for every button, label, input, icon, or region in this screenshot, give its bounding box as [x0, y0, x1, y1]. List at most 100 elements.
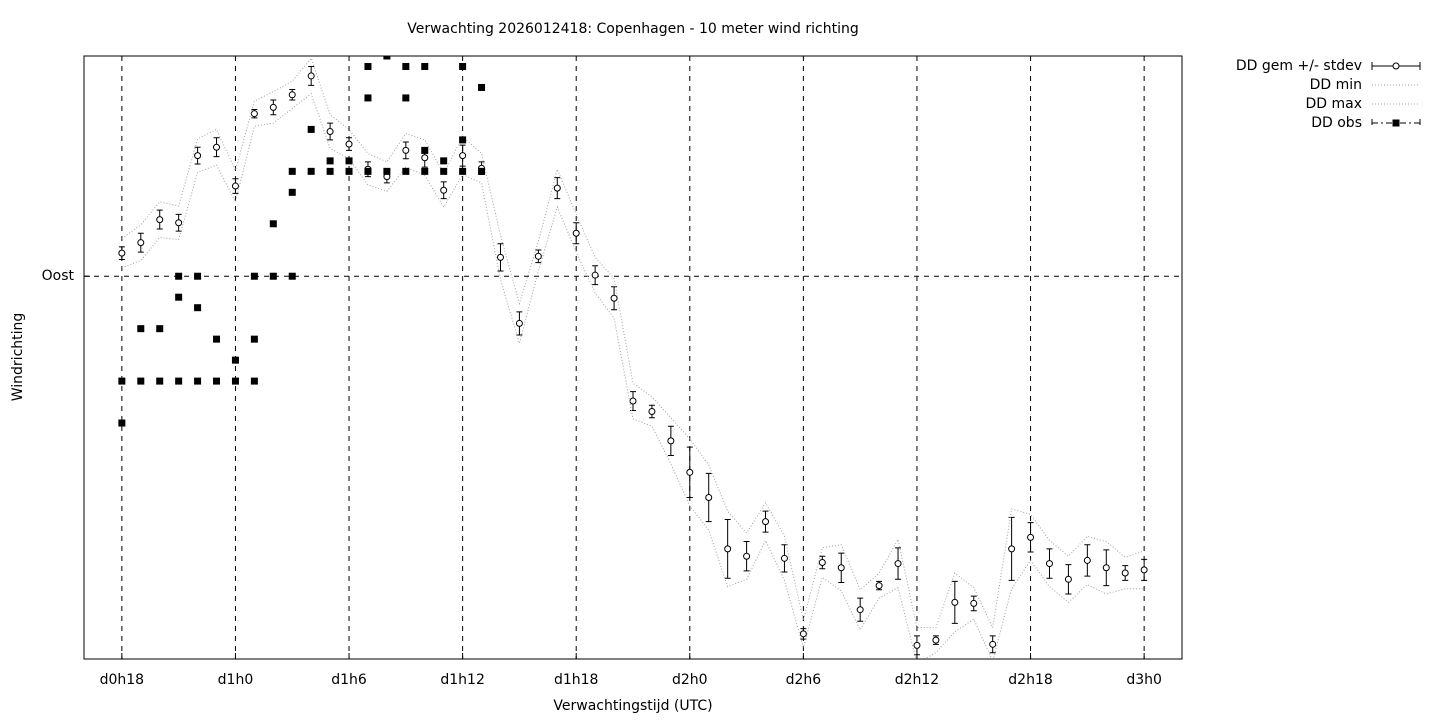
mean-point — [1083, 556, 1091, 564]
mean-point — [686, 468, 694, 476]
mean-point — [1121, 569, 1129, 577]
chart-title: Verwachting 2026012418: Copenhagen - 10 … — [407, 21, 859, 37]
x-tick-label: d2h12 — [895, 672, 939, 688]
obs-point — [364, 62, 372, 70]
mean-point — [648, 408, 656, 416]
mean-point — [705, 494, 713, 502]
obs-point — [231, 356, 239, 364]
range-line — [121, 92, 1145, 659]
obs-point — [175, 272, 183, 280]
mean-point — [572, 229, 580, 237]
mean-point — [440, 186, 448, 194]
plot-border — [83, 55, 1183, 660]
y-axis-label: Windrichting — [10, 313, 26, 402]
legend-label: DD min — [1310, 77, 1362, 93]
mean-point — [856, 606, 864, 614]
obs-point — [364, 94, 372, 102]
x-tick-label: d1h6 — [331, 672, 367, 688]
mean-point — [932, 636, 940, 644]
mean-point — [724, 545, 732, 553]
obs-point — [402, 62, 410, 70]
obs-point — [459, 136, 467, 144]
mean-point — [345, 140, 353, 148]
obs-point — [421, 146, 429, 154]
mean-point — [875, 582, 883, 590]
mean-point — [1140, 566, 1148, 574]
x-tick-label: d1h0 — [218, 672, 254, 688]
axes: d0h18 d1h0 d1h6 d1h12 d1h18 d2h0 d2h6 d2h12 d2h1… — [42, 268, 1162, 688]
obs-point — [156, 377, 164, 385]
obs-point — [288, 188, 296, 196]
mean-point — [762, 518, 770, 526]
mean-point — [989, 640, 997, 648]
obs-point — [421, 167, 429, 175]
legend-swatch — [1392, 119, 1400, 127]
legend-label: DD max — [1305, 96, 1362, 112]
legend-label: DD obs — [1311, 115, 1362, 131]
mean-point — [610, 294, 618, 302]
obs-point — [383, 167, 391, 175]
obs-point — [213, 335, 221, 343]
legend-label: DD gem +/- stdev — [1236, 58, 1362, 74]
obs-point — [440, 167, 448, 175]
mean-point — [156, 216, 164, 224]
x-tick-label: d2h0 — [672, 672, 708, 688]
obs-point — [137, 377, 145, 385]
mean-point — [496, 253, 504, 261]
mean-point — [175, 219, 183, 227]
obs-point — [118, 419, 126, 427]
obs-point — [156, 325, 164, 333]
x-tick-label: d0h18 — [100, 672, 144, 688]
plot-area — [118, 56, 1148, 659]
x-axis-label: Verwachtingstijd (UTC) — [553, 698, 712, 714]
mean-point — [799, 630, 807, 638]
obs-point — [478, 83, 486, 91]
mean-point — [1027, 533, 1035, 541]
mean-point — [288, 91, 296, 99]
mean-point — [326, 128, 334, 136]
mean-point — [1064, 575, 1072, 583]
obs-point — [175, 293, 183, 301]
mean-point — [269, 103, 277, 111]
x-tick-label: d1h18 — [554, 672, 598, 688]
obs-point — [402, 167, 410, 175]
obs-point — [459, 167, 467, 175]
obs-point — [194, 377, 202, 385]
obs-point — [326, 167, 334, 175]
mean-point — [913, 641, 921, 649]
obs-point — [383, 56, 391, 60]
obs-point — [364, 167, 372, 175]
x-tick-label: d2h18 — [1008, 672, 1052, 688]
obs-point — [137, 325, 145, 333]
obs-point — [288, 167, 296, 175]
mean-point — [629, 397, 637, 405]
obs-point — [250, 377, 258, 385]
mean-point — [231, 182, 239, 190]
mean-point — [818, 559, 826, 567]
mean-point — [250, 110, 258, 118]
mean-point — [421, 154, 429, 162]
obs-point — [213, 377, 221, 385]
obs-point — [288, 272, 296, 280]
range-line — [121, 57, 1145, 630]
obs-point — [250, 272, 258, 280]
x-tick-label: d1h12 — [440, 672, 484, 688]
mean-point — [780, 554, 788, 562]
obs-point — [478, 167, 486, 175]
mean-point — [194, 152, 202, 160]
legend: DD gem +/- stdev DD min DD max DD obs — [1236, 58, 1421, 131]
mean-point — [402, 146, 410, 154]
obs-point — [194, 304, 202, 312]
obs-point — [345, 157, 353, 165]
obs-point — [250, 335, 258, 343]
mean-point — [515, 319, 523, 327]
mean-point — [534, 252, 542, 260]
obs-point — [345, 167, 353, 175]
mean-point — [894, 560, 902, 568]
x-tick-label: d2h6 — [786, 672, 822, 688]
obs-point — [269, 220, 277, 228]
mean-point — [553, 184, 561, 192]
legend-swatch — [1392, 62, 1400, 70]
